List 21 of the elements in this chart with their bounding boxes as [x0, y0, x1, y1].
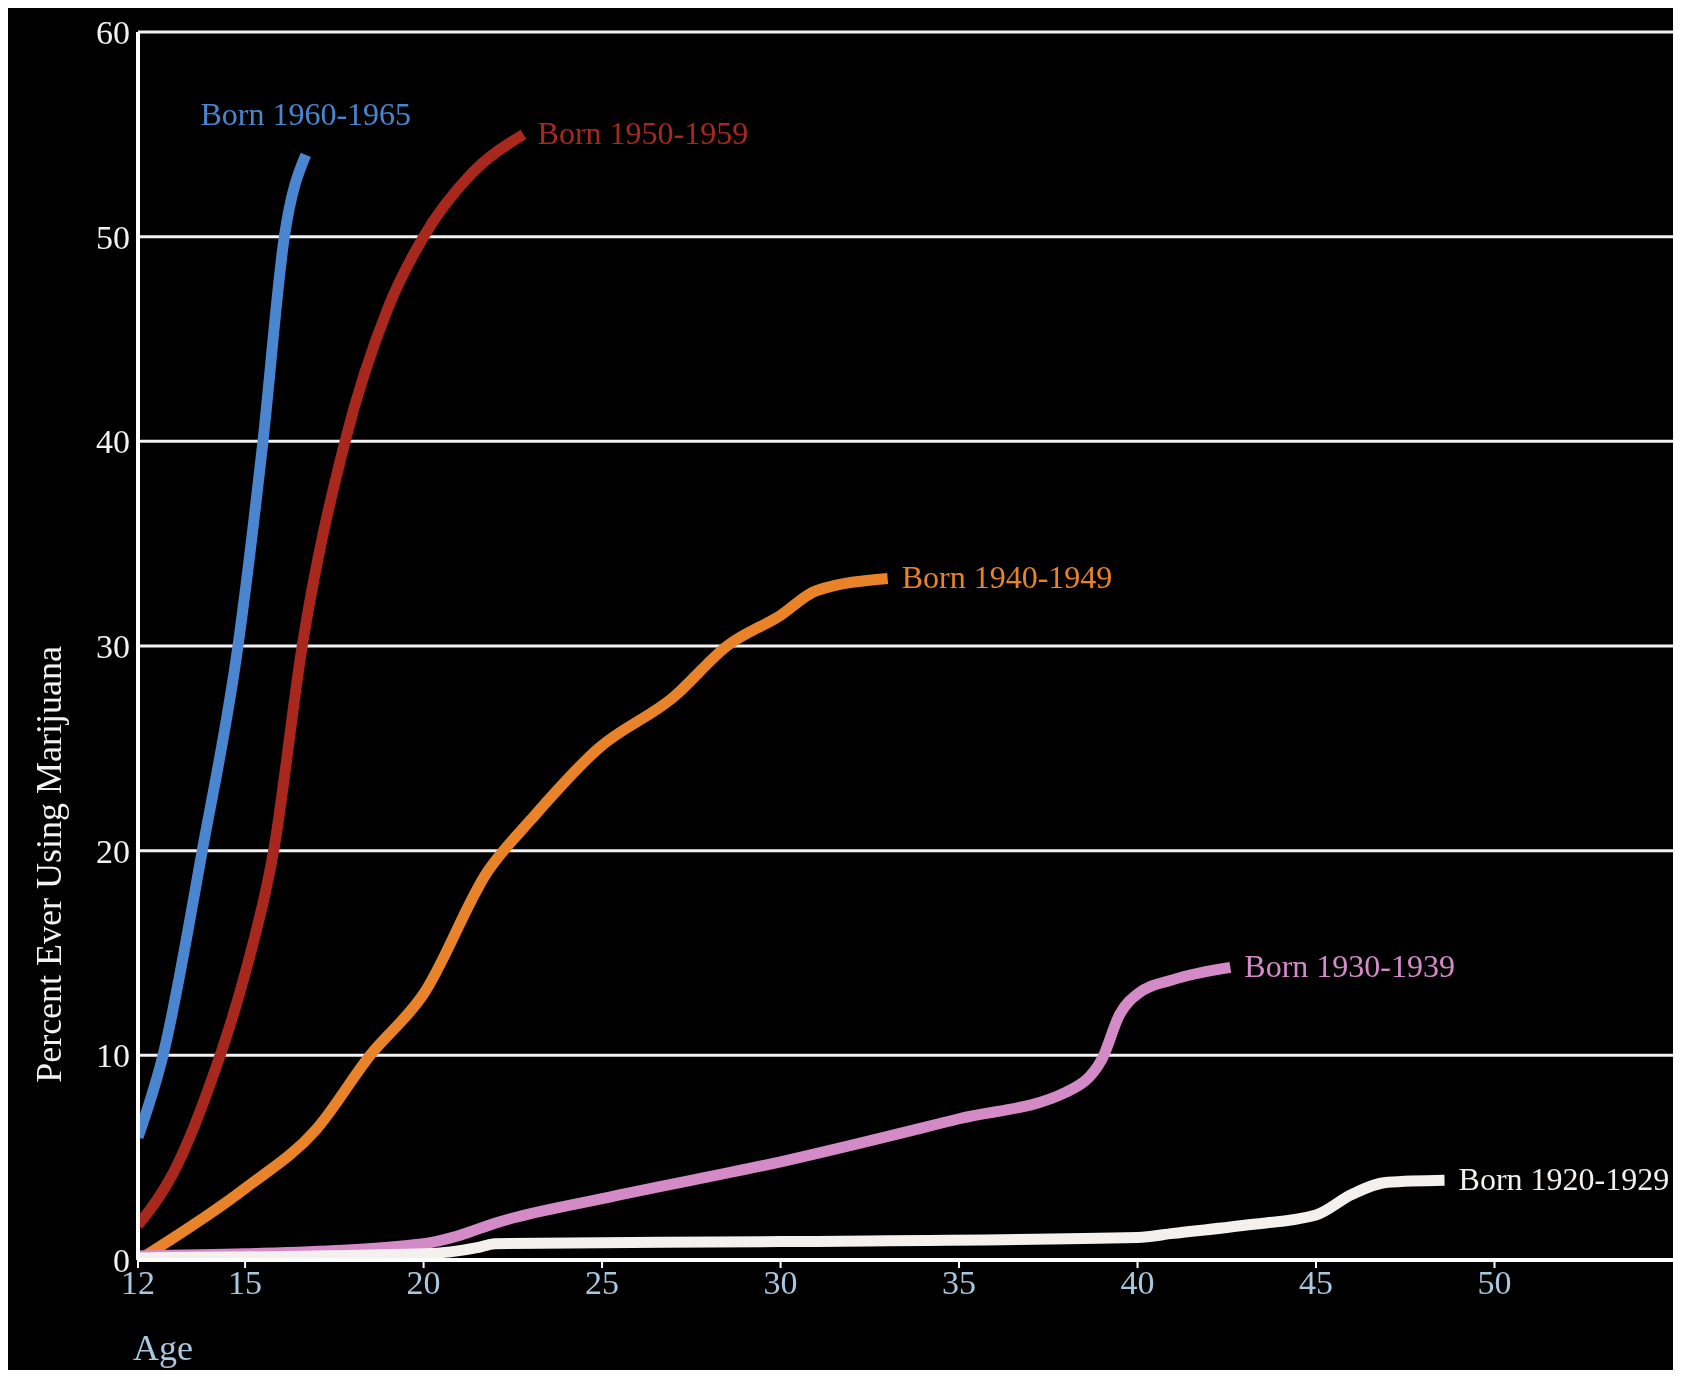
- x-tick-label: 25: [585, 1264, 620, 1302]
- x-tick-label: 15: [228, 1264, 263, 1302]
- x-tick-label: 40: [1120, 1264, 1155, 1302]
- y-tick-label: 10: [96, 1037, 130, 1075]
- x-tick-label: 45: [1299, 1264, 1334, 1302]
- series-label: Born 1930-1939: [1244, 948, 1456, 985]
- x-tick-label: 30: [763, 1264, 798, 1302]
- x-tick-label: 35: [942, 1264, 977, 1302]
- y-tick-label: 20: [96, 832, 130, 870]
- y-tick-label: 40: [96, 423, 130, 461]
- y-tick-label: 30: [96, 628, 130, 666]
- series-label: Born 1950-1959: [537, 115, 749, 152]
- x-tick-label: 50: [1477, 1264, 1512, 1302]
- y-tick-label: 60: [96, 14, 130, 52]
- x-tick-label: 20: [406, 1264, 441, 1302]
- y-tick-label: 50: [96, 218, 130, 256]
- x-axis-title: Age: [133, 1328, 193, 1368]
- series-label: Born 1940-1949: [901, 559, 1113, 596]
- series-label: Born 1920-1929: [1458, 1161, 1670, 1198]
- series-label: Born 1960-1965: [200, 95, 412, 132]
- y-axis-title: Percent Ever Using Marijuana: [28, 645, 69, 1083]
